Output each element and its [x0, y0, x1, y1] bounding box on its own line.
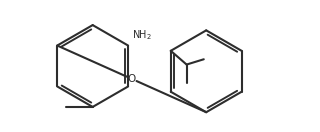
Text: NH$_2$: NH$_2$ — [132, 28, 152, 42]
Text: O: O — [128, 74, 136, 84]
